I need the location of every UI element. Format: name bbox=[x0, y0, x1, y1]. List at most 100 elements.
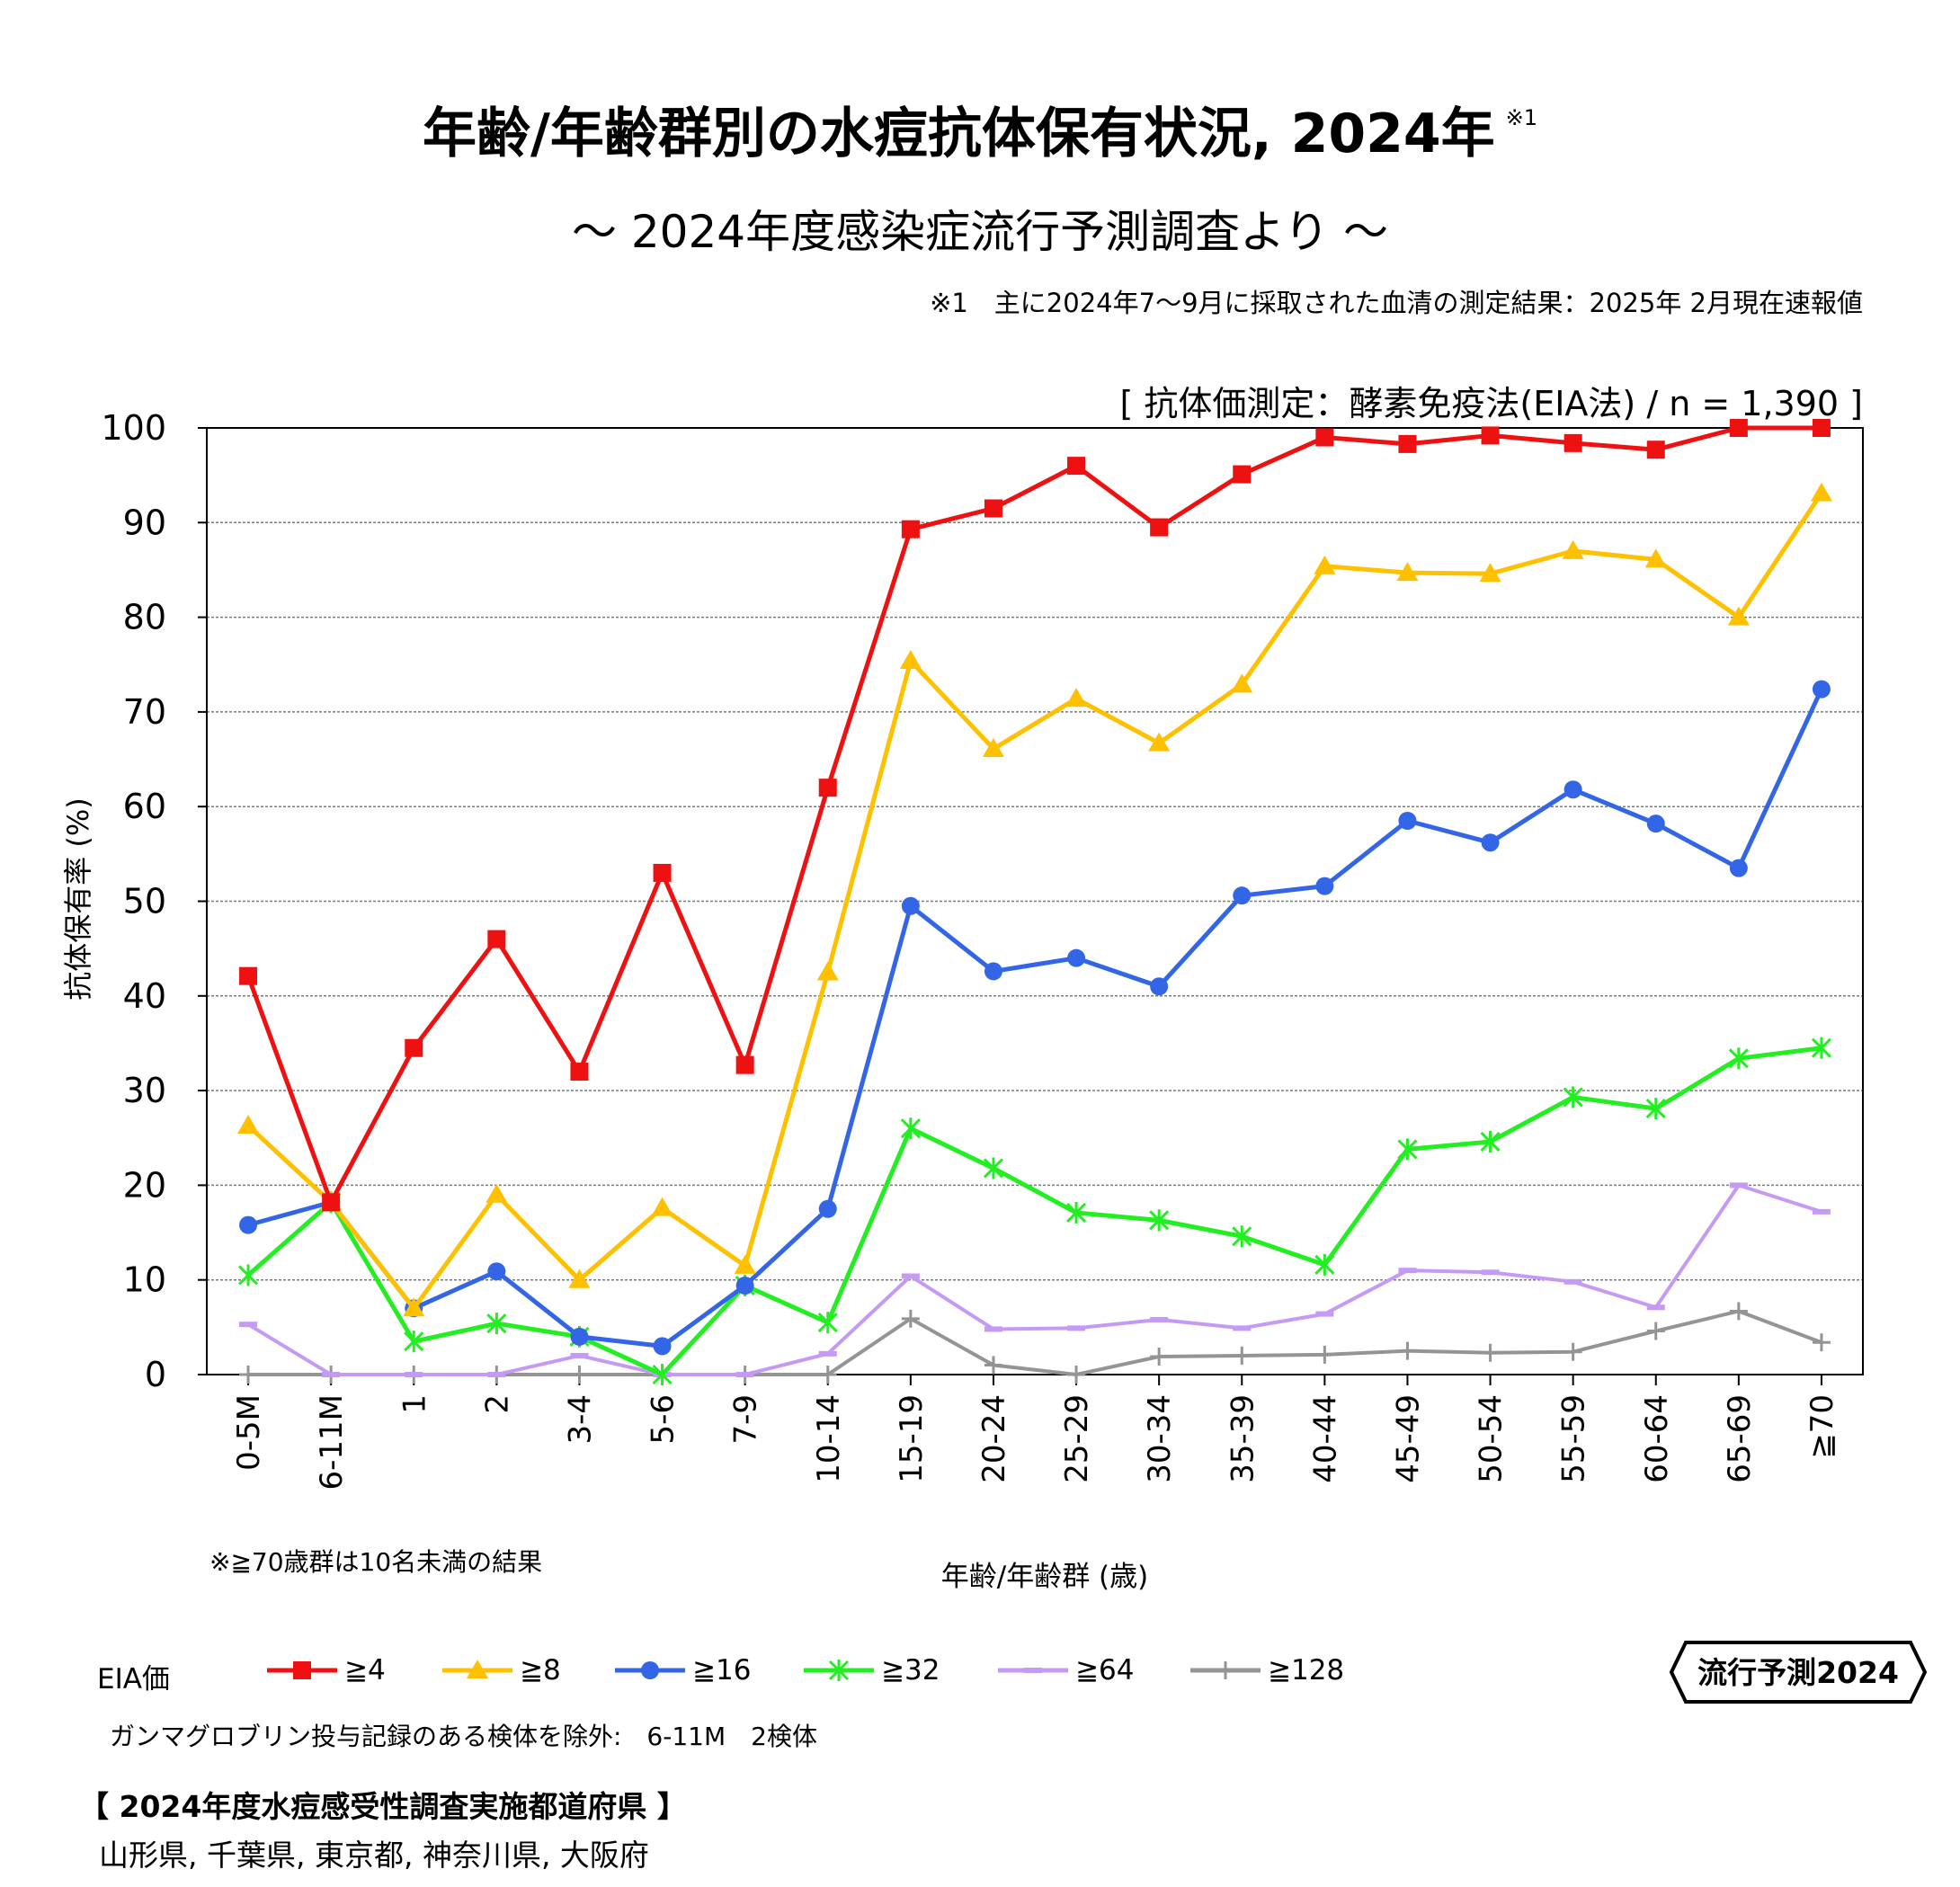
x-tick-label: 6-11M bbox=[314, 1394, 350, 1491]
legend-marker bbox=[828, 1660, 850, 1681]
x-tick-label: 15-19 bbox=[894, 1394, 930, 1483]
y-tick-label: 0 bbox=[145, 1355, 166, 1394]
x-tick-label: 55-59 bbox=[1556, 1394, 1592, 1483]
data-point bbox=[570, 1327, 589, 1346]
y-axis-label: 抗体保有率 (%) bbox=[61, 797, 95, 1001]
footnote-1: ※1 主に2024年7～9月に採取された血清の測定結果：2025年 2月現在速報… bbox=[930, 288, 1863, 318]
data-point bbox=[1563, 1086, 1583, 1108]
x-tick-label: 5-6 bbox=[646, 1394, 682, 1445]
series-5 bbox=[239, 1302, 1831, 1384]
legend-marker bbox=[1024, 1668, 1042, 1673]
data-point bbox=[1481, 833, 1500, 852]
y-tick-label: 30 bbox=[123, 1071, 166, 1110]
data-point bbox=[984, 1326, 1002, 1332]
x-tick-label: 60-64 bbox=[1639, 1394, 1675, 1483]
data-point bbox=[1811, 1037, 1832, 1059]
brand-badge: 流行予測2024 bbox=[1668, 1639, 1929, 1705]
data-point bbox=[1232, 1225, 1252, 1248]
data-point bbox=[1231, 673, 1253, 693]
data-point bbox=[818, 779, 837, 797]
y-tick-label: 40 bbox=[123, 976, 166, 1016]
data-point bbox=[1481, 1343, 1500, 1362]
y-tick-label: 90 bbox=[123, 503, 166, 542]
legend-item: ≧4 bbox=[265, 1651, 386, 1690]
data-point bbox=[816, 961, 839, 981]
data-point bbox=[1150, 977, 1169, 996]
data-point bbox=[1812, 1208, 1831, 1215]
x-tick-label: 2 bbox=[479, 1394, 515, 1414]
legend-title: EIA価 bbox=[97, 1663, 170, 1696]
legend-item: ≧128 bbox=[1189, 1651, 1344, 1690]
data-point bbox=[1150, 1316, 1169, 1322]
data-point bbox=[1398, 434, 1417, 453]
prefectures-heading: 【 2024年度水痘感受性調査実施都道府県 】 bbox=[79, 1789, 687, 1824]
data-point bbox=[1646, 1304, 1665, 1311]
data-point bbox=[651, 1197, 673, 1216]
data-point bbox=[1564, 1278, 1582, 1285]
data-point bbox=[570, 1352, 589, 1358]
data-point bbox=[486, 1313, 507, 1335]
series-line bbox=[246, 1046, 1822, 1377]
series-line bbox=[247, 688, 1824, 1348]
x-axis-label: 年齢/年齢群 (歳) bbox=[940, 1561, 1149, 1593]
data-point bbox=[1729, 1182, 1748, 1188]
data-point bbox=[1315, 428, 1334, 447]
chart-title: 年齢/年齢群別の水痘抗体保有状況, 2024年 ※1 bbox=[423, 102, 1537, 165]
method-label: [ 抗体価測定：酵素免疫法(EIA法) / n = 1,390 ] bbox=[1119, 384, 1863, 423]
legend-marker bbox=[641, 1661, 659, 1679]
x-tick-label: 0-5M bbox=[231, 1394, 267, 1471]
data-point bbox=[818, 1199, 837, 1218]
data-point bbox=[1564, 433, 1582, 452]
legend-label: ≧4 bbox=[344, 1654, 386, 1687]
data-point bbox=[983, 1157, 1004, 1179]
data-point bbox=[735, 1055, 754, 1074]
data-point bbox=[1812, 680, 1831, 699]
data-point bbox=[1398, 1268, 1417, 1274]
data-point bbox=[1481, 426, 1500, 445]
x-tick-label: 7-9 bbox=[728, 1394, 764, 1445]
data-point bbox=[984, 499, 1002, 518]
series-4 bbox=[239, 1182, 1831, 1377]
x-tick-label: 65-69 bbox=[1722, 1394, 1758, 1483]
data-point bbox=[1233, 1325, 1252, 1331]
legend-label: ≧32 bbox=[881, 1654, 940, 1687]
series-line bbox=[247, 1183, 1822, 1376]
series-0 bbox=[239, 419, 1831, 1212]
legend-label: ≧8 bbox=[520, 1654, 561, 1687]
data-point bbox=[239, 1322, 258, 1328]
data-point bbox=[653, 1337, 672, 1356]
data-point bbox=[1729, 859, 1748, 877]
data-point bbox=[1646, 441, 1665, 459]
data-point bbox=[239, 1366, 258, 1384]
legend-swatch bbox=[998, 1668, 1068, 1673]
x-tick-label: ≧70 bbox=[1804, 1394, 1840, 1459]
x-tick-label: 35-39 bbox=[1225, 1394, 1261, 1483]
data-point bbox=[322, 1193, 341, 1212]
y-tick-label: 20 bbox=[123, 1165, 166, 1205]
data-point bbox=[568, 1268, 591, 1288]
y-tick-label: 80 bbox=[123, 598, 166, 637]
data-point bbox=[1645, 1098, 1666, 1120]
x-tick-label: 50-54 bbox=[1474, 1394, 1510, 1483]
data-point bbox=[1233, 465, 1252, 484]
legend-marker bbox=[467, 1660, 488, 1678]
data-point bbox=[1065, 688, 1088, 708]
series-line bbox=[246, 492, 1824, 1311]
data-point bbox=[734, 1254, 756, 1274]
legend-label: ≧16 bbox=[692, 1654, 752, 1687]
data-point bbox=[1480, 1130, 1501, 1153]
data-point bbox=[652, 1364, 673, 1385]
data-point bbox=[404, 1331, 424, 1353]
data-point bbox=[237, 1264, 259, 1286]
data-point bbox=[1315, 1345, 1334, 1364]
data-point bbox=[1812, 419, 1831, 437]
data-point bbox=[1646, 1322, 1665, 1340]
legend-item: ≧8 bbox=[441, 1651, 561, 1690]
note-70-plus: ※≧70歳群は10名未満の結果 bbox=[209, 1547, 543, 1577]
data-point bbox=[982, 737, 1004, 757]
data-point bbox=[901, 1273, 920, 1279]
data-point bbox=[403, 1297, 425, 1317]
brand-text: 流行予測2024 bbox=[1697, 1655, 1899, 1690]
brand-badge-shape: 流行予測2024 bbox=[1669, 1641, 1928, 1704]
data-point bbox=[237, 1115, 260, 1135]
